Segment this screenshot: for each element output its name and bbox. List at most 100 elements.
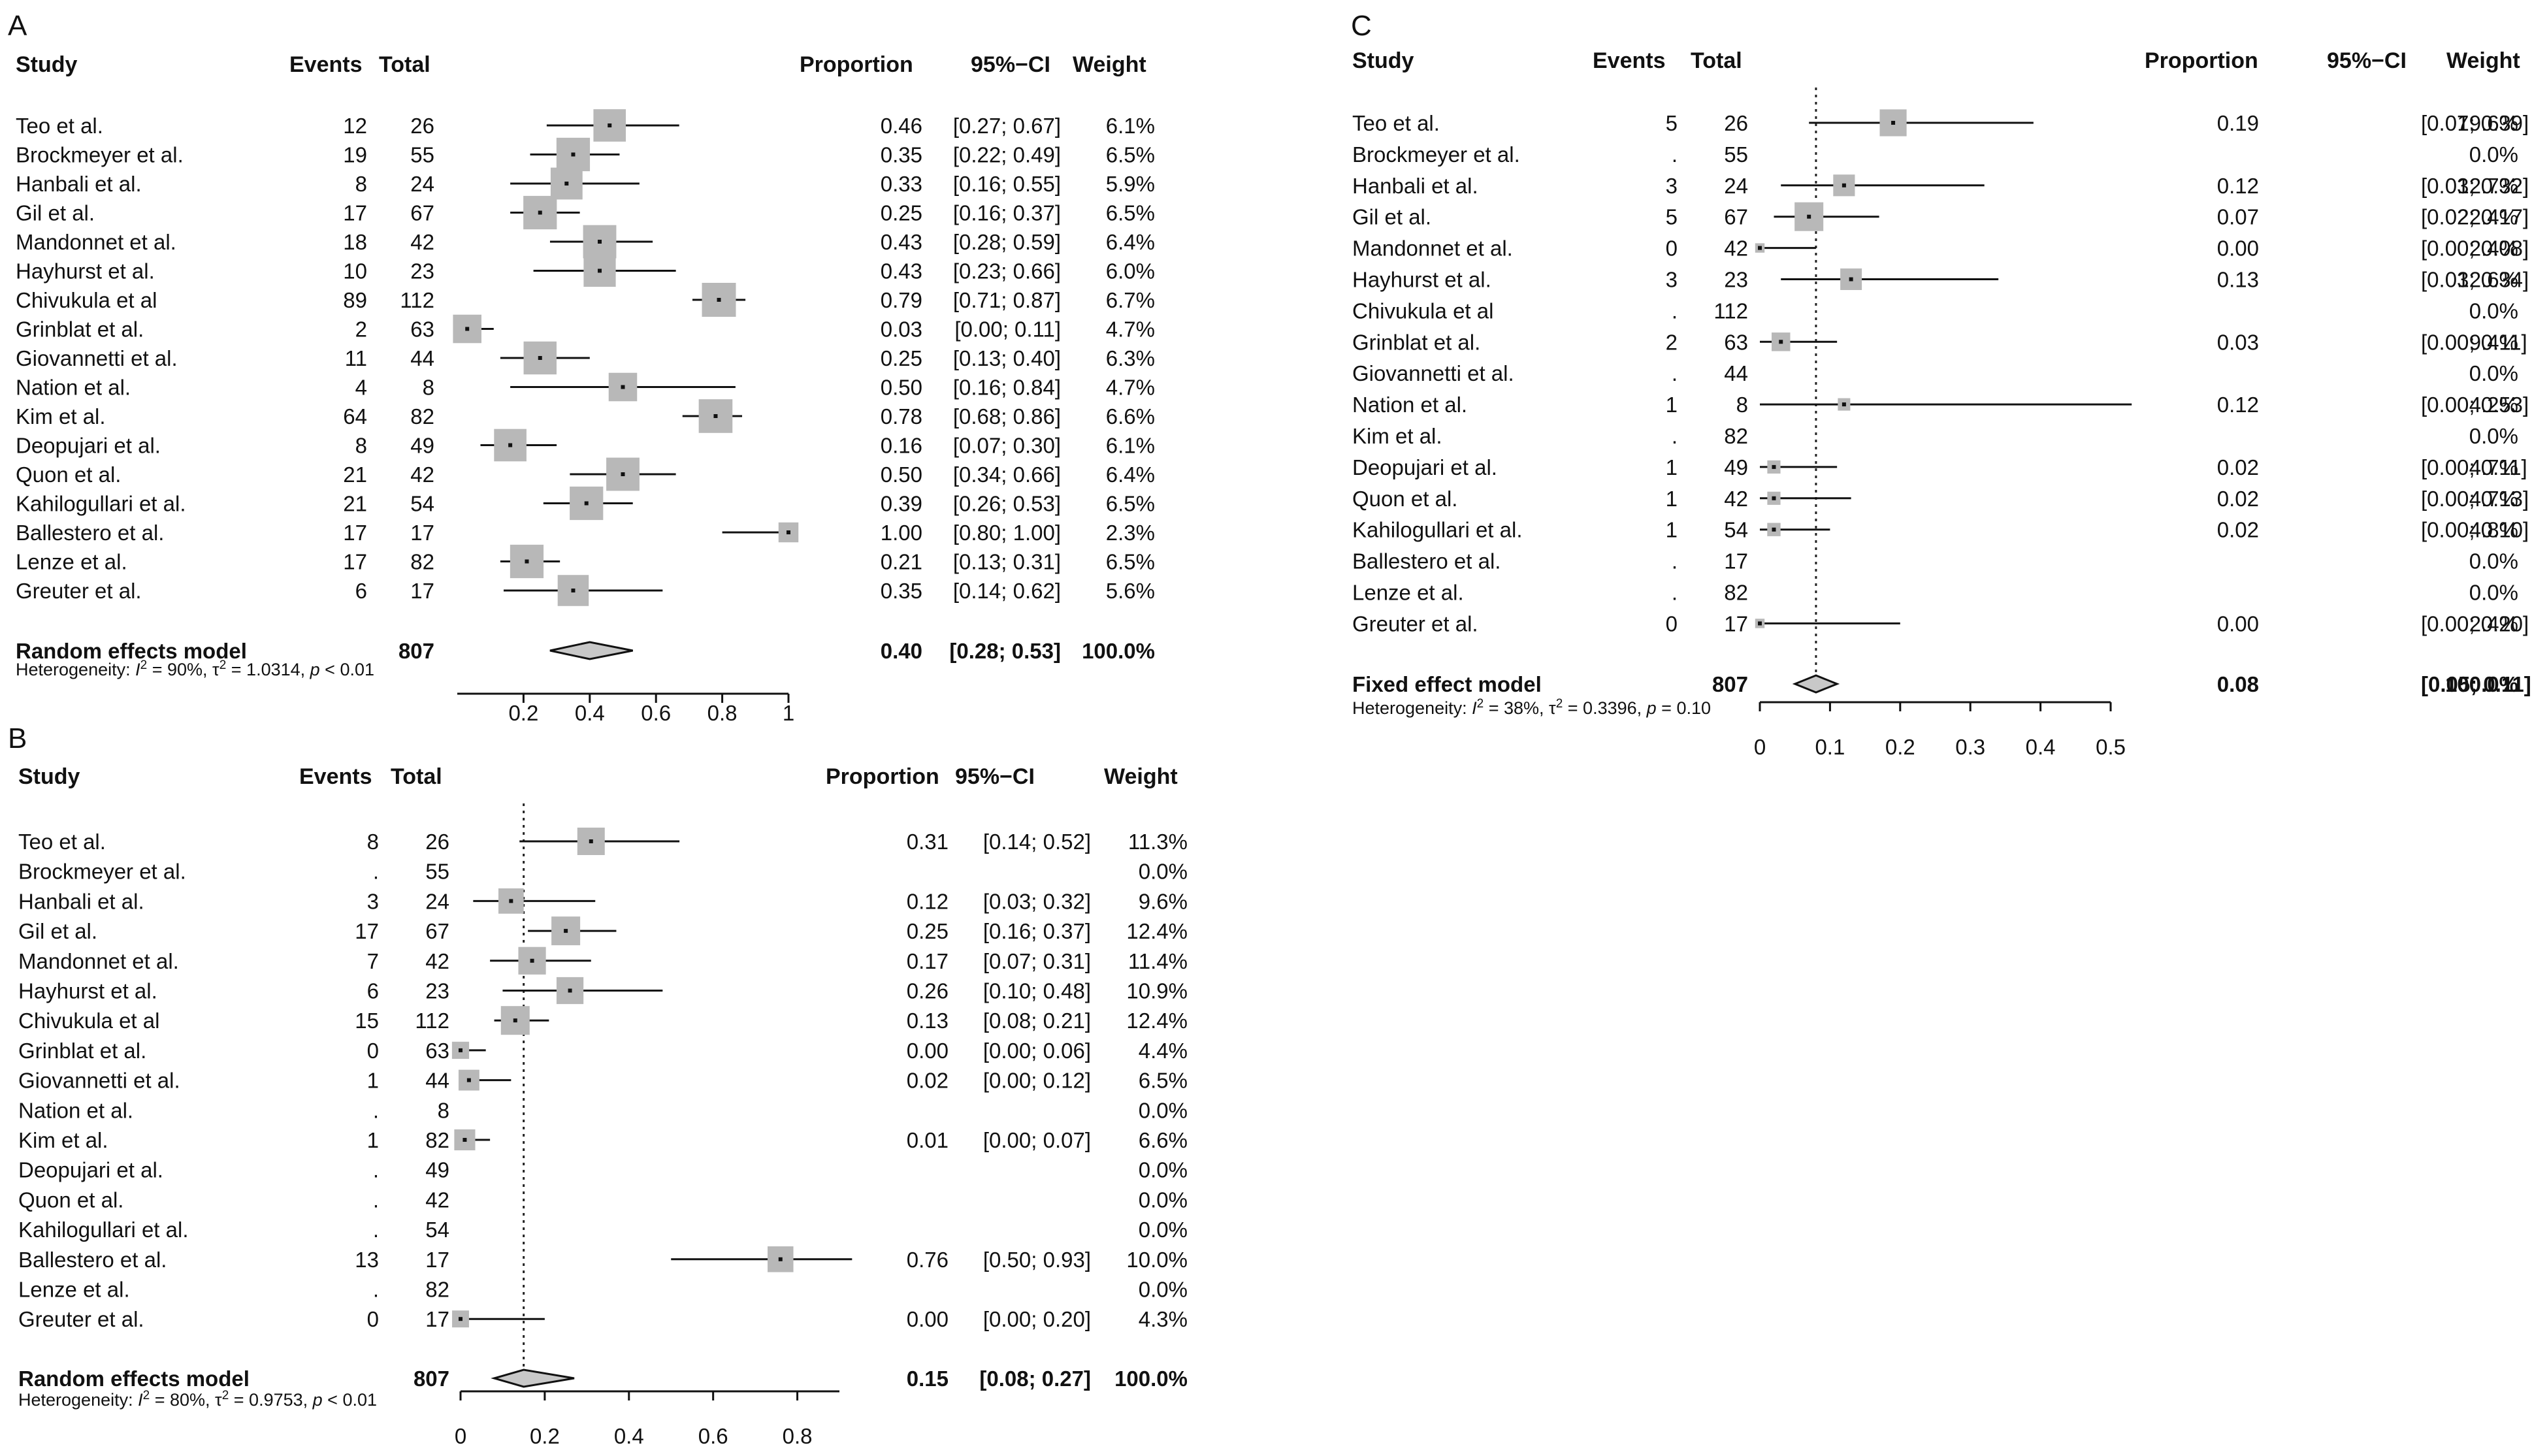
study-name: Greuter et al. bbox=[18, 1307, 144, 1331]
study-ci: [0.16; 0.37] bbox=[953, 201, 1061, 225]
study-events: 6 bbox=[367, 979, 379, 1003]
point-estimate bbox=[508, 443, 513, 447]
point-estimate bbox=[608, 123, 612, 127]
study-ci: [0.27; 0.67] bbox=[953, 114, 1061, 138]
study-weight: 6.5% bbox=[1106, 550, 1155, 574]
study-proportion: 0.03 bbox=[2217, 330, 2259, 354]
header-study: Study bbox=[1352, 48, 1414, 73]
study-weight: 4.3% bbox=[1139, 1307, 1188, 1331]
study-proportion: 0.02 bbox=[2217, 487, 2259, 511]
study-weight: 0.0% bbox=[1139, 1188, 1188, 1212]
point-estimate bbox=[571, 589, 576, 592]
study-weight: 6.5% bbox=[1139, 1069, 1188, 1093]
study-events: 0 bbox=[367, 1039, 379, 1063]
study-proportion: 0.50 bbox=[881, 462, 922, 487]
study-name: Hayhurst et al. bbox=[16, 259, 155, 283]
forest-panel-b: B Study Events Total Proportion 95%−CI Weight T… bbox=[8, 722, 1188, 1448]
study-proportion: 0.25 bbox=[881, 201, 922, 225]
study-total: 44 bbox=[425, 1069, 449, 1093]
study-weight: 4.7% bbox=[1106, 376, 1155, 400]
study-weight: 0.0% bbox=[2469, 424, 2518, 448]
point-estimate bbox=[1842, 402, 1846, 407]
study-ci: [0.13; 0.40] bbox=[953, 346, 1061, 370]
study-ci: [0.16; 0.37] bbox=[983, 919, 1091, 943]
study-ci: [0.07; 0.39] bbox=[2421, 111, 2529, 135]
study-name: Lenze et al. bbox=[18, 1278, 130, 1302]
study-ci: [0.16; 0.84] bbox=[953, 376, 1061, 400]
heterogeneity-text: Heterogeneity: I2 = 38%, τ2 = 0.3396, p … bbox=[1352, 697, 1711, 719]
study-events: 1 bbox=[1666, 487, 1678, 511]
study-proportion: 0.02 bbox=[907, 1069, 949, 1093]
study-proportion: 0.13 bbox=[2217, 268, 2259, 292]
header-total: Total bbox=[379, 52, 430, 77]
study-proportion: 0.33 bbox=[881, 172, 922, 196]
study-ci: [0.28; 0.59] bbox=[953, 230, 1061, 254]
study-weight: 0.0% bbox=[2469, 581, 2518, 605]
study-name: Gil et al. bbox=[1352, 205, 1431, 229]
study-proportion: 0.12 bbox=[2217, 174, 2259, 198]
study-total: 67 bbox=[425, 919, 449, 943]
point-estimate bbox=[571, 152, 576, 157]
study-name: Deopujari et al. bbox=[16, 434, 161, 458]
study-name: Hanbali et al. bbox=[16, 172, 142, 196]
header-total: Total bbox=[391, 764, 442, 789]
heterogeneity-text: Heterogeneity: I2 = 90%, τ2 = 1.0314, p … bbox=[16, 658, 374, 680]
study-total: 82 bbox=[410, 404, 434, 429]
study-total: 8 bbox=[423, 376, 434, 400]
study-name: Teo et al. bbox=[18, 830, 106, 854]
point-estimate bbox=[787, 530, 790, 534]
point-estimate bbox=[1758, 246, 1762, 250]
study-weight: 12.6% bbox=[2457, 268, 2518, 292]
point-estimate bbox=[621, 385, 625, 389]
study-weight: 0.0% bbox=[1139, 1098, 1188, 1122]
study-name: Mandonnet et al. bbox=[1352, 236, 1513, 261]
study-total: 17 bbox=[425, 1248, 449, 1272]
study-ci: [0.00; 0.06] bbox=[983, 1039, 1091, 1063]
study-ci: [0.50; 0.93] bbox=[983, 1248, 1091, 1272]
study-weight: 6.1% bbox=[1106, 434, 1155, 458]
study-total: 8 bbox=[1736, 393, 1748, 417]
x-tick-label: 0.6 bbox=[698, 1424, 728, 1448]
summary-total: 807 bbox=[414, 1367, 449, 1391]
heterogeneity-text: Heterogeneity: I2 = 80%, τ2 = 0.9753, p … bbox=[18, 1389, 377, 1410]
header-weight: Weight bbox=[1104, 764, 1178, 789]
study-total: 17 bbox=[425, 1307, 449, 1331]
study-ci: [0.14; 0.52] bbox=[983, 830, 1091, 854]
study-name: Ballestero et al. bbox=[18, 1248, 167, 1272]
study-name: Lenze et al. bbox=[16, 550, 127, 574]
study-name: Greuter et al. bbox=[1352, 611, 1478, 636]
point-estimate bbox=[1779, 340, 1783, 344]
x-tick-label: 0.4 bbox=[2026, 735, 2056, 759]
study-proportion: 0.50 bbox=[881, 376, 922, 400]
point-estimate bbox=[1772, 527, 1776, 532]
study-weight: 4.7% bbox=[2469, 455, 2518, 479]
study-total: 17 bbox=[410, 521, 434, 545]
study-name: Hanbali et al. bbox=[1352, 174, 1478, 198]
study-events: . bbox=[373, 1158, 379, 1182]
point-estimate bbox=[530, 958, 534, 963]
study-name: Chivukula et al bbox=[1352, 299, 1493, 323]
study-ci: [0.00; 0.07] bbox=[983, 1128, 1091, 1152]
study-ci: [0.07; 0.30] bbox=[953, 434, 1061, 458]
study-events: 3 bbox=[367, 889, 379, 913]
point-estimate bbox=[568, 988, 572, 993]
study-events: 19 bbox=[343, 143, 367, 167]
summary-label: Fixed effect model bbox=[1352, 672, 1542, 696]
study-total: 44 bbox=[410, 346, 434, 370]
study-weight: 22.4% bbox=[2457, 205, 2518, 229]
study-weight: 0.0% bbox=[2469, 142, 2518, 167]
point-estimate bbox=[778, 1257, 783, 1261]
study-ci: [0.00; 0.20] bbox=[2421, 611, 2529, 636]
study-weight: 0.0% bbox=[2469, 549, 2518, 574]
point-estimate bbox=[713, 414, 718, 418]
study-weight: 4.4% bbox=[1139, 1039, 1188, 1063]
study-total: 49 bbox=[425, 1158, 449, 1182]
summary-ci: [0.08; 0.27] bbox=[979, 1367, 1091, 1391]
study-weight: 0.0% bbox=[2469, 299, 2518, 323]
study-ci: [0.23; 0.66] bbox=[953, 259, 1061, 283]
study-total: 112 bbox=[415, 1009, 449, 1033]
study-events: 2 bbox=[1666, 330, 1678, 354]
study-events: 13 bbox=[355, 1248, 379, 1272]
study-name: Nation et al. bbox=[1352, 393, 1467, 417]
